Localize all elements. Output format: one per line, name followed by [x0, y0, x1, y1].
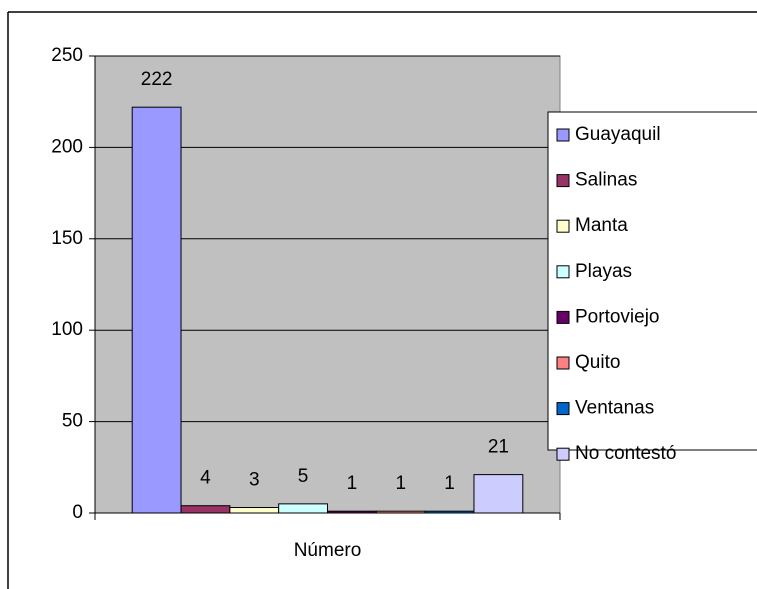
x-tick-label: Número	[294, 540, 362, 561]
y-tick-label: 100	[51, 319, 83, 340]
data-label: 21	[488, 437, 509, 458]
data-label: 3	[249, 470, 260, 491]
legend-swatch	[556, 356, 570, 370]
y-tick-label: 0	[72, 502, 83, 523]
y-tick-label: 150	[51, 228, 83, 249]
bar	[131, 106, 182, 514]
y-tick-label: 200	[51, 136, 83, 157]
bar	[278, 503, 328, 514]
legend-swatch	[556, 219, 570, 233]
data-label: 5	[298, 466, 309, 487]
legend-swatch	[556, 447, 570, 461]
bar	[229, 507, 280, 514]
legend-label: Quito	[575, 352, 620, 373]
y-tick-label: 250	[51, 45, 83, 66]
legend-swatch	[556, 128, 570, 142]
bar	[473, 474, 524, 514]
data-label: 222	[141, 69, 173, 90]
legend-label: No contestó	[575, 443, 676, 464]
y-tick-label: 50	[62, 411, 83, 432]
legend-swatch	[556, 310, 570, 324]
data-label: 1	[347, 473, 358, 494]
legend-swatch	[556, 402, 570, 416]
legend-label: Portoviejo	[575, 306, 660, 327]
legend-box	[547, 111, 757, 451]
legend-label: Manta	[575, 215, 628, 236]
data-label: 1	[444, 473, 455, 494]
legend-swatch	[556, 265, 570, 279]
data-label: 1	[395, 473, 406, 494]
legend-label: Salinas	[575, 170, 637, 191]
legend-label: Guayaquil	[575, 124, 661, 145]
legend-label: Ventanas	[575, 398, 654, 419]
data-label: 4	[200, 468, 211, 489]
legend-swatch	[556, 174, 570, 188]
legend-label: Playas	[575, 261, 632, 282]
bar	[180, 505, 231, 514]
